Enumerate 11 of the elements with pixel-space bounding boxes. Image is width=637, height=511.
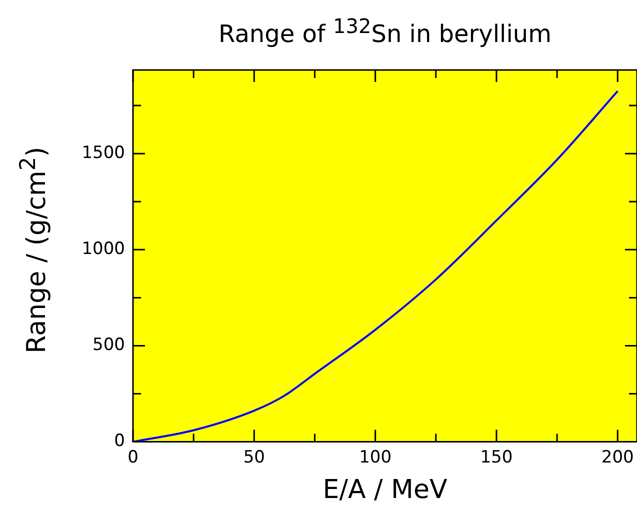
y-tick-label: 500 xyxy=(92,335,125,356)
chart-title: Range of $^{132}$Sn in beryllium xyxy=(218,14,552,48)
x-tick-label: 200 xyxy=(601,448,634,468)
y-tick-label: 1500 xyxy=(82,143,125,164)
x-axis-title: E/A / MeV xyxy=(322,475,448,506)
x-tick-label: 100 xyxy=(359,448,392,468)
y-tick-label: 0 xyxy=(114,431,125,452)
x-tick-label: 50 xyxy=(243,448,265,468)
y-tick-label: 1000 xyxy=(82,239,125,260)
x-tick-label: 0 xyxy=(128,448,138,468)
x-tick-label: 150 xyxy=(480,448,513,468)
